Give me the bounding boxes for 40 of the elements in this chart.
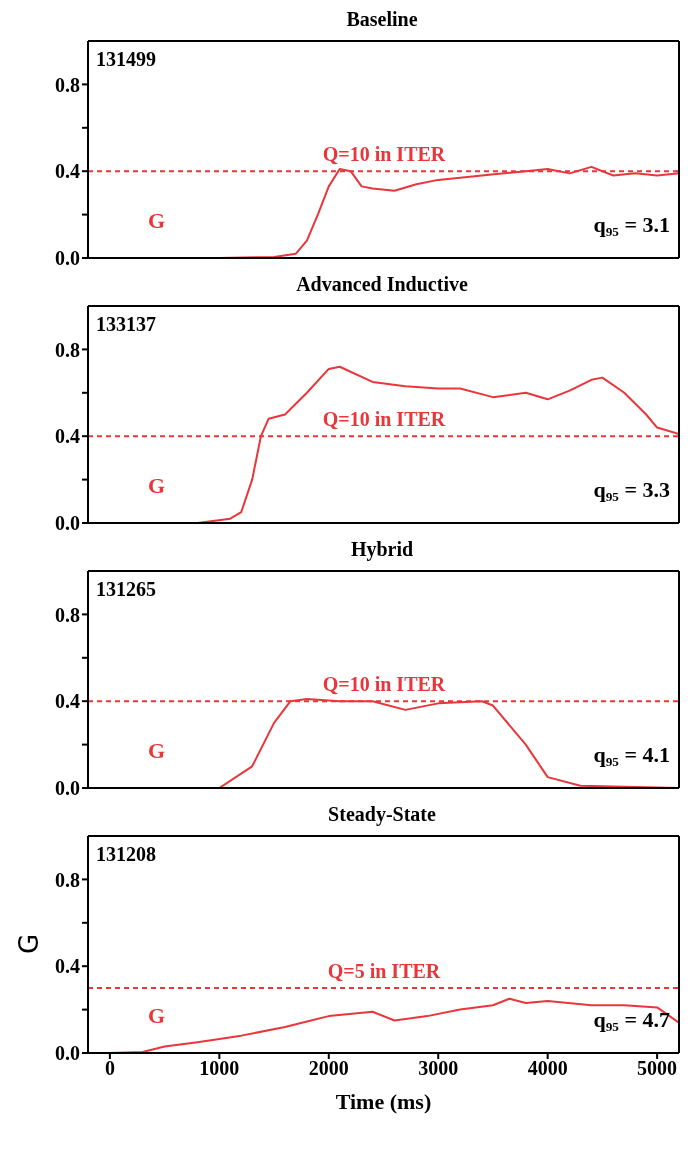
chart-title: Hybrid: [349, 538, 415, 563]
y-tick-label: 0.4: [55, 690, 80, 713]
x-tick-label: 5000: [637, 1057, 678, 1080]
y-tick-label: 0.8: [55, 603, 80, 626]
annotation: q₉₅ = 3.3: [593, 477, 670, 503]
annotation: 131499: [96, 48, 156, 71]
chart-title: Baseline: [345, 8, 419, 32]
annotation: q₉₅ = 4.7: [593, 1007, 670, 1033]
annotation: G: [148, 473, 166, 499]
y-tick-label: 0.8: [55, 73, 80, 96]
y-tick-label: 0.0: [55, 247, 80, 270]
y-tick-label: 0.4: [55, 955, 80, 978]
y-tick-label: 0.8: [55, 868, 80, 891]
x-tick-label: 2000: [308, 1057, 349, 1080]
annotation: 131265: [96, 578, 156, 601]
x-tick-label: 4000: [527, 1057, 568, 1080]
annotation: Q=5 in ITER: [326, 959, 442, 983]
x-tick-label: 0: [104, 1057, 115, 1080]
annotation: G: [148, 1003, 166, 1029]
y-tick-label: 0.4: [55, 160, 80, 183]
y-tick-label: 0.0: [55, 1042, 80, 1065]
y-axis-title: G: [14, 933, 44, 955]
y-tick-label: 0.0: [55, 777, 80, 800]
annotation: 131208: [96, 843, 156, 866]
x-tick-label: 1000: [199, 1057, 240, 1080]
annotation: G: [148, 208, 166, 234]
annotation: G: [148, 738, 166, 764]
annotation: Q=10 in ITER: [321, 672, 447, 696]
annotation: 133137: [96, 313, 156, 336]
chart-title: Steady-State: [327, 803, 437, 828]
y-tick-label: 0.4: [55, 425, 80, 448]
x-axis-title: Time (ms): [335, 1089, 432, 1114]
chart-title: Advanced Inductive: [295, 273, 469, 297]
annotation: q₉₅ = 3.1: [593, 212, 670, 238]
y-tick-label: 0.0: [55, 512, 80, 535]
annotation: q₉₅ = 4.1: [593, 742, 670, 768]
annotation: Q=10 in ITER: [321, 407, 447, 431]
x-tick-label: 3000: [418, 1057, 459, 1080]
y-tick-label: 0.8: [55, 338, 80, 361]
annotation: Q=10 in ITER: [321, 142, 447, 166]
